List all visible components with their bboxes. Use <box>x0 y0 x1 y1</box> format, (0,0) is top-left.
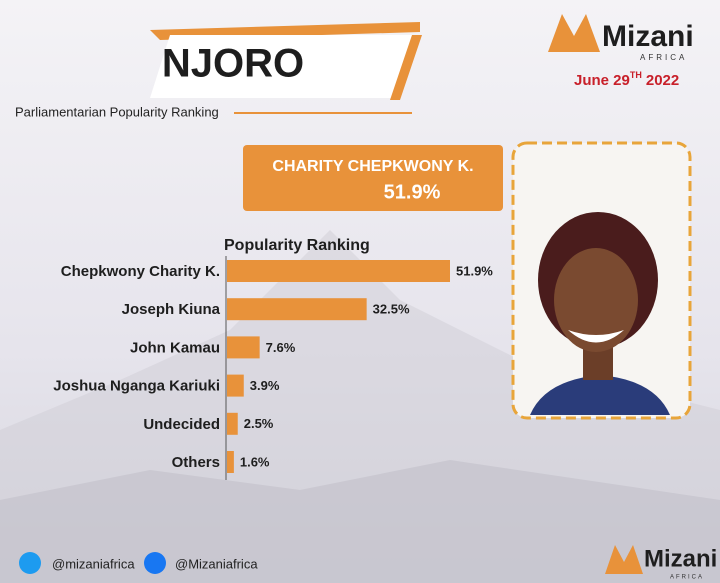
value-label: 2.5% <box>244 416 274 431</box>
leader-box <box>243 145 503 211</box>
value-label: 1.6% <box>240 454 270 469</box>
bar <box>227 260 450 282</box>
brand-name: Mizani <box>644 545 717 572</box>
value-label: 51.9% <box>456 263 493 278</box>
date-suffix: TH <box>630 70 642 80</box>
bars: Chepkwony Charity K. 51.9% Joseph Kiuna 32.… <box>53 260 493 473</box>
twitter-handle: @mizaniafrica <box>52 556 135 571</box>
date: June 29TH 2022 <box>574 70 679 89</box>
bar <box>227 336 260 359</box>
bar <box>227 412 238 435</box>
title: NJORO <box>162 42 304 86</box>
bar <box>227 451 234 473</box>
logo-mark <box>605 545 643 574</box>
brand-name: Mizani <box>602 20 694 53</box>
twitter-icon[interactable] <box>19 552 41 574</box>
category-label: Joseph Kiuna <box>122 301 221 318</box>
subtitle: Parliamentarian Popularity Ranking <box>15 104 219 119</box>
brand-region: AFRICA <box>670 575 704 581</box>
title-accent <box>390 35 422 100</box>
date-main: June 29 <box>574 72 630 89</box>
leader-value: 51.9% <box>384 181 441 203</box>
portrait <box>530 212 670 415</box>
value-label: 3.9% <box>250 378 280 393</box>
category-label: Chepkwony Charity K. <box>61 263 220 280</box>
facebook-handle: @Mizaniafrica <box>175 556 258 571</box>
category-label: Undecided <box>143 416 220 433</box>
hills <box>0 460 720 583</box>
value-label: 32.5% <box>373 302 410 317</box>
category-label: Joshua Nganga Kariuki <box>53 378 220 395</box>
value-label: 7.6% <box>266 340 296 355</box>
title-box <box>150 35 415 98</box>
bar <box>227 374 244 397</box>
brand-region: AFRICA <box>640 53 687 62</box>
logo-mark <box>548 14 600 52</box>
bar <box>227 298 367 321</box>
category-label: Others <box>172 454 220 471</box>
category-label: John Kamau <box>130 339 220 356</box>
facebook-icon[interactable] <box>144 552 166 574</box>
leader-name: CHARITY CHEPKWONY K. <box>272 158 473 175</box>
date-year: 2022 <box>646 72 679 89</box>
chart-title: Popularity Ranking <box>224 237 370 254</box>
